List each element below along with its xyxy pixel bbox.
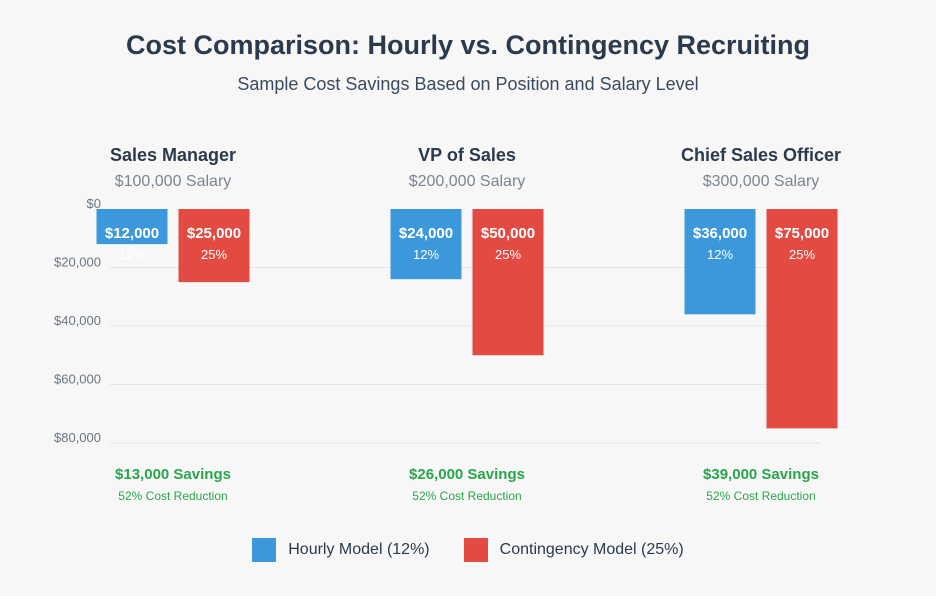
chart-subtitle: Sample Cost Savings Based on Position an… <box>237 74 699 94</box>
legend-item-hourly: Hourly Model (12%) <box>252 538 430 562</box>
bar-contingency <box>472 209 544 356</box>
bar-value-label: $75,000 <box>775 225 829 242</box>
bar-value-label: $50,000 <box>481 225 535 242</box>
bar-hourly <box>390 209 462 280</box>
savings-label: $26,000 Savings <box>409 466 525 483</box>
bar-value-label: $25,000 <box>187 225 241 242</box>
legend-label-hourly: Hourly Model (12%) <box>288 541 430 558</box>
chart-title: Cost Comparison: Hourly vs. Contingency … <box>125 30 811 60</box>
bar-hourly <box>96 209 168 245</box>
bar-value-label: $12,000 <box>105 225 159 242</box>
bar-hourly <box>684 209 756 315</box>
bar-contingency <box>178 209 250 283</box>
y-tick-label: $80,000 <box>54 430 101 445</box>
bar-percent-label: 25% <box>495 247 521 262</box>
savings-label: $39,000 Savings <box>703 466 819 483</box>
y-tick-label: $40,000 <box>54 313 101 328</box>
legend: Hourly Model (12%) Contingency Model (25… <box>0 538 936 562</box>
reduction-label: 52% Cost Reduction <box>118 489 227 503</box>
bar-percent-label: 25% <box>201 247 227 262</box>
group-title: Chief Sales Officer <box>681 145 841 165</box>
reduction-label: 52% Cost Reduction <box>706 489 815 503</box>
group-salary: $300,000 Salary <box>703 173 820 190</box>
y-tick-label: $0 <box>87 196 101 211</box>
bar-value-label: $36,000 <box>693 225 747 242</box>
group-salary: $100,000 Salary <box>115 173 232 190</box>
bar-contingency <box>766 209 838 429</box>
bar-percent-label: 12% <box>413 247 439 262</box>
legend-swatch-hourly <box>252 538 277 562</box>
bar-percent-label: 12% <box>119 247 145 262</box>
y-tick-label: $20,000 <box>54 255 101 270</box>
group-title: VP of Sales <box>418 145 516 165</box>
legend-swatch-contingency <box>463 538 488 562</box>
legend-item-contingency: Contingency Model (25%) <box>463 538 684 562</box>
bar-value-label: $24,000 <box>399 225 453 242</box>
savings-label: $13,000 Savings <box>115 466 231 483</box>
reduction-label: 52% Cost Reduction <box>412 489 521 503</box>
group-title: Sales Manager <box>110 145 236 165</box>
group-salary: $200,000 Salary <box>409 173 526 190</box>
y-tick-label: $60,000 <box>54 372 101 387</box>
bar-chart: $0 $20,000 $40,000 $60,000 $80,000 Sales Mana… <box>54 145 841 503</box>
bar-percent-label: 12% <box>707 247 733 262</box>
legend-label-contingency: Contingency Model (25%) <box>499 541 684 558</box>
bar-percent-label: 25% <box>789 247 815 262</box>
